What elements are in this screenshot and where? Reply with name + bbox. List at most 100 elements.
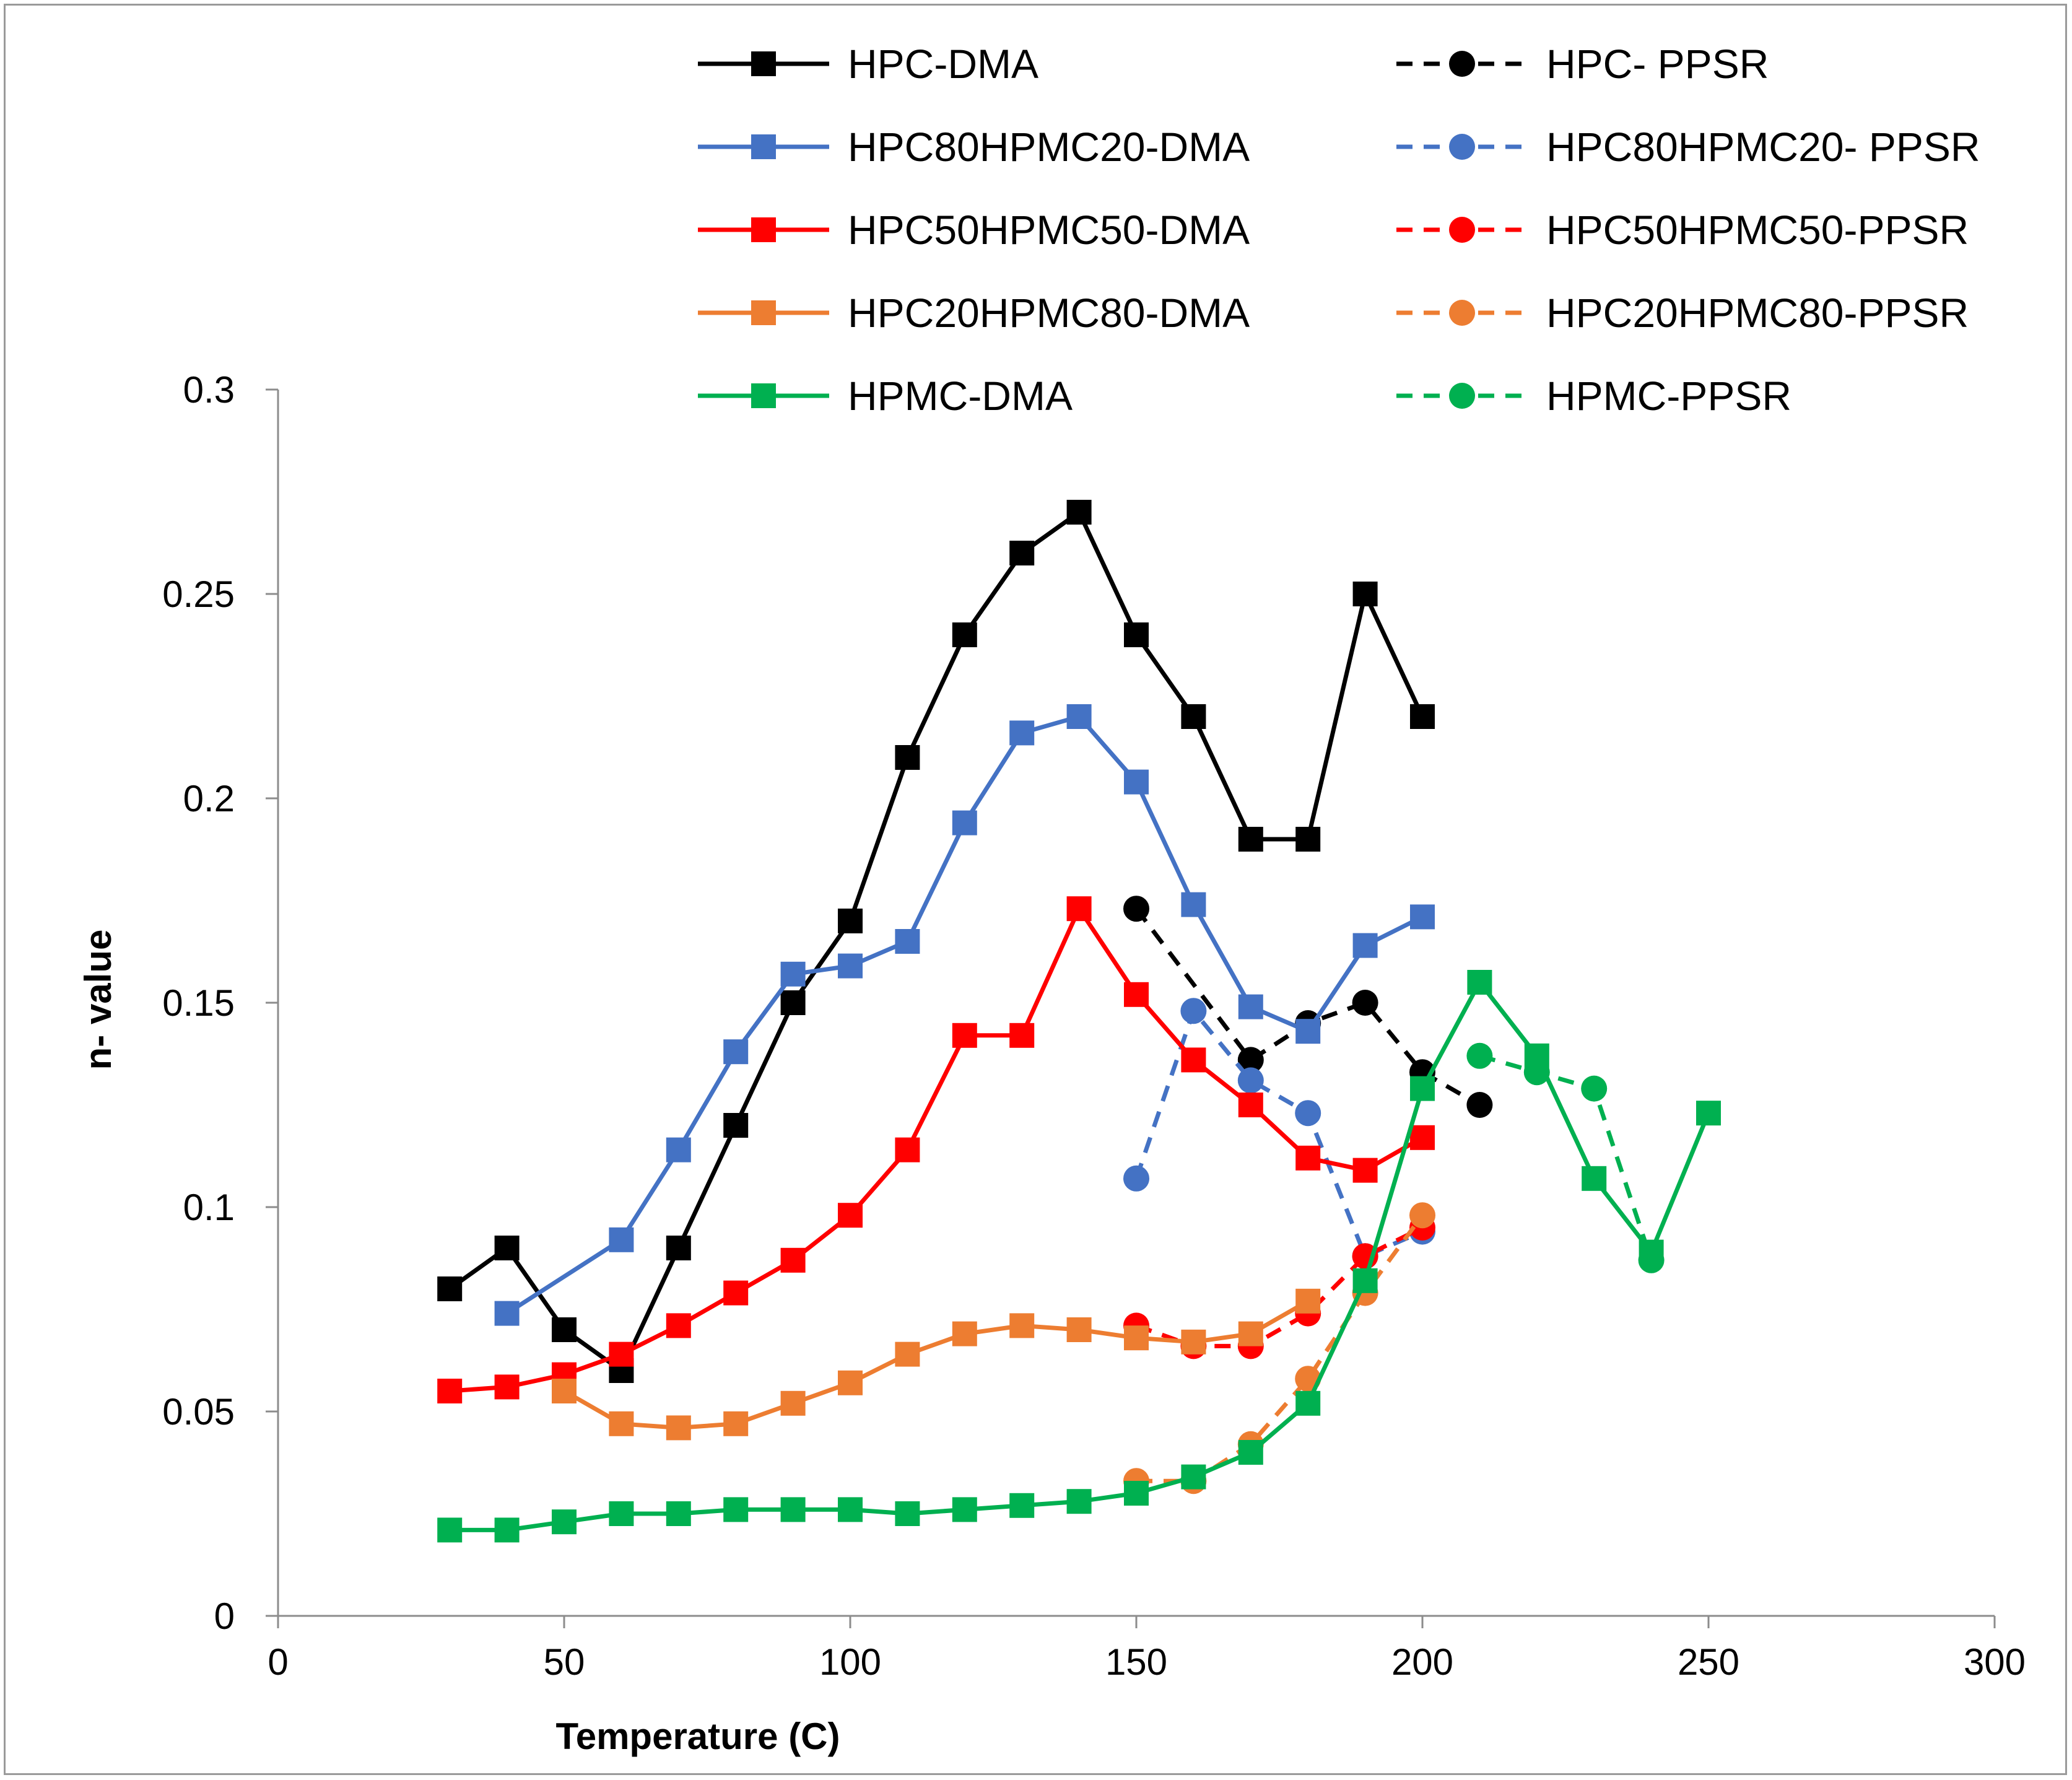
data-point	[1066, 1317, 1092, 1342]
data-point	[1295, 1100, 1321, 1127]
data-point	[666, 1313, 691, 1338]
series-hpmc-ppsr	[1466, 1042, 1665, 1273]
data-point	[1352, 1158, 1378, 1183]
data-point	[1638, 1247, 1665, 1273]
legend-entry: HPC- PPSR	[1396, 41, 1769, 87]
data-point	[1352, 582, 1378, 606]
series-hpc50hpmc50-dma	[437, 896, 1435, 1403]
data-point	[952, 1321, 977, 1346]
data-point	[1181, 704, 1206, 729]
y-tick-label: 0.25	[162, 574, 235, 615]
data-point	[1181, 1329, 1206, 1355]
data-point	[780, 1390, 806, 1416]
data-point	[723, 1039, 749, 1065]
y-tick-label: 0.3	[183, 369, 235, 411]
y-tick-label: 0.2	[183, 778, 235, 819]
data-point	[1009, 720, 1035, 746]
data-point	[780, 1497, 806, 1522]
data-point	[838, 1203, 863, 1228]
legend-label: HPMC-PPSR	[1546, 373, 1791, 419]
data-point	[1237, 1047, 1264, 1073]
data-point	[1124, 769, 1149, 795]
legend-marker	[751, 134, 776, 159]
data-point	[952, 622, 977, 647]
data-point	[1238, 1440, 1263, 1465]
data-point	[1581, 1075, 1608, 1102]
legend-entry: HPC-DMA	[698, 41, 1038, 87]
x-tick-label: 100	[819, 1641, 881, 1683]
legend-label: HPC-DMA	[848, 41, 1038, 87]
data-point	[1410, 1076, 1435, 1101]
data-point	[780, 990, 806, 1015]
x-tick-label: 300	[1964, 1641, 2026, 1683]
data-point	[437, 1276, 463, 1301]
data-point	[952, 810, 977, 835]
legend-entry: HPC50HPMC50-PPSR	[1396, 207, 1969, 253]
legend-label: HPC50HPMC50-DMA	[848, 207, 1250, 253]
data-point	[552, 1379, 577, 1403]
data-point	[1582, 1166, 1607, 1191]
data-point	[1295, 1288, 1321, 1314]
legend-entry: HPMC-DMA	[698, 373, 1073, 419]
data-point	[1066, 500, 1092, 525]
data-point	[1124, 1325, 1149, 1351]
series-line	[448, 510, 1425, 1373]
data-point	[1523, 1059, 1550, 1086]
legend-marker	[751, 383, 776, 408]
legend-marker	[751, 217, 776, 242]
data-point	[609, 1501, 634, 1526]
data-point	[1009, 1313, 1035, 1338]
y-tick-label: 0.1	[183, 1187, 235, 1228]
data-point	[838, 1497, 863, 1522]
data-point	[895, 1342, 920, 1367]
data-point	[437, 1517, 463, 1543]
data-point	[666, 1236, 691, 1260]
data-point	[1066, 896, 1092, 922]
data-point	[1124, 1481, 1149, 1506]
data-point	[895, 1501, 920, 1526]
line-chart: 0 0.05 0.1 0.15 0.2 0.25 0.3 0 50 100 150 200 250 300…	[77, 41, 2026, 1757]
data-point	[723, 1113, 749, 1138]
data-point	[494, 1517, 520, 1543]
data-point	[1238, 994, 1263, 1019]
data-point	[494, 1374, 520, 1400]
x-tick-label: 250	[1678, 1641, 1739, 1683]
data-point	[494, 1301, 520, 1326]
data-point	[609, 1342, 634, 1367]
data-point	[1238, 827, 1263, 852]
data-point	[1180, 998, 1207, 1024]
data-point	[1123, 1165, 1149, 1192]
data-point	[1295, 1019, 1321, 1044]
data-point	[437, 1379, 463, 1403]
series-line	[450, 980, 1711, 1532]
legend-label: HPC20HPMC80-PPSR	[1546, 290, 1969, 336]
data-point	[609, 1227, 634, 1252]
legend-marker	[751, 300, 776, 325]
data-point	[494, 1236, 520, 1260]
series-line	[1136, 1214, 1424, 1483]
legend-marker	[751, 51, 776, 76]
legend-marker	[1449, 217, 1475, 243]
data-point	[1352, 1268, 1378, 1293]
data-point	[1409, 1202, 1435, 1229]
series-hpc50hpmc50-ppsr	[1123, 1215, 1435, 1359]
data-point	[666, 1137, 691, 1163]
data-point	[1066, 704, 1092, 729]
data-point	[1238, 1093, 1263, 1117]
legend-marker	[1449, 51, 1475, 77]
legend-label: HPC- PPSR	[1546, 41, 1769, 87]
legend-entry: HPMC-PPSR	[1396, 373, 1791, 419]
legend-marker	[1449, 134, 1475, 160]
data-point	[552, 1509, 577, 1535]
data-point	[1009, 1023, 1035, 1048]
y-axis-title: n- value	[77, 930, 119, 1070]
data-point	[1295, 827, 1321, 852]
series-line	[1135, 1225, 1424, 1348]
data-point	[895, 745, 920, 770]
data-point	[780, 961, 806, 987]
legend-marker	[1449, 383, 1475, 409]
data-point	[1181, 1464, 1206, 1490]
legend-label: HPC20HPMC80-DMA	[848, 290, 1250, 336]
x-tick-label: 0	[268, 1641, 288, 1683]
legend-entry: HPC50HPMC50-DMA	[698, 207, 1250, 253]
